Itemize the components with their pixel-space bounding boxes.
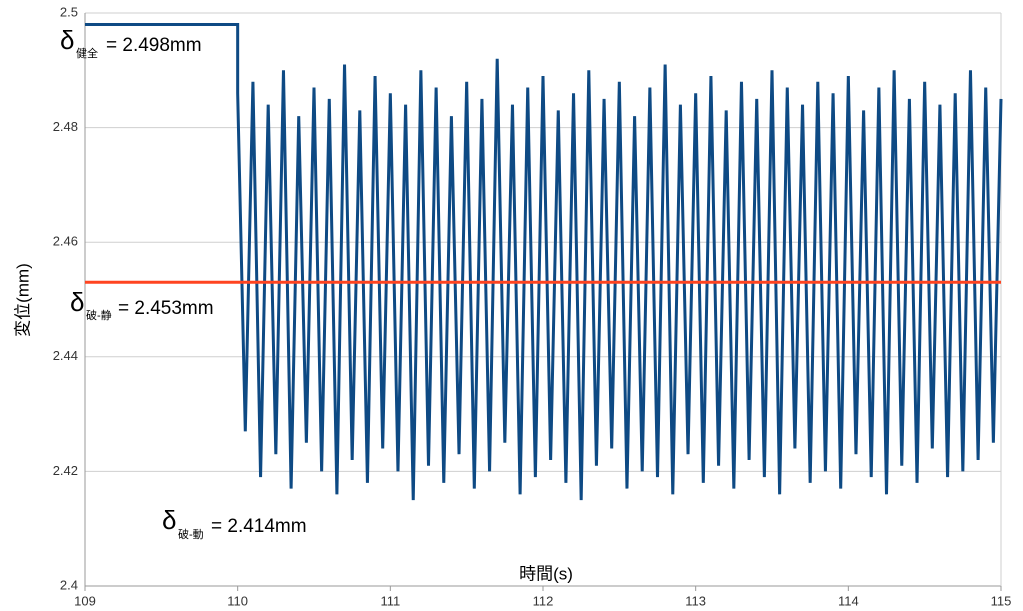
annotation: δ 破-動 = 2.414mm [162,505,307,541]
annotation-text: = 2.414mm [211,516,307,537]
y-axis-title: 変位(mm) [13,263,32,337]
y-tick-label: 2.44 [53,348,78,363]
subscript: 破-静 [86,308,112,322]
annotation: δ 破-静 = 2.453mm [70,287,214,322]
subscript: 健全 [76,46,98,60]
y-tick-label: 2.42 [53,463,78,478]
subscript: 破-動 [178,527,204,541]
y-tick-label: 2.48 [53,119,78,134]
symbol: δ [60,25,74,55]
y-tick-label: 2.5 [60,4,78,19]
plot: 2.4 2.42 2.44 2.46 2.48 2.5 109 110 111 112 113 114… [53,4,1012,608]
annotation: δ 健全 = 2.498mm [60,25,202,60]
x-tick-label: 114 [838,593,859,608]
series-line [85,22,1003,501]
x-tick-label: 115 [991,593,1012,608]
y-tick-label: 2.4 [60,577,78,592]
x-axis-title: 時間(s) [519,564,573,583]
annotation-text: = 2.453mm [118,298,214,319]
x-tick-label: 113 [685,593,706,608]
x-tick-label: 110 [227,593,248,608]
x-tick-label: 109 [74,593,96,608]
x-tick-label: 111 [380,593,400,608]
annotation-text: = 2.498mm [106,35,202,56]
y-tick-label: 2.46 [53,234,78,249]
symbol: δ [162,505,176,535]
symbol: δ [70,287,84,317]
x-tick-label: 112 [533,593,554,608]
